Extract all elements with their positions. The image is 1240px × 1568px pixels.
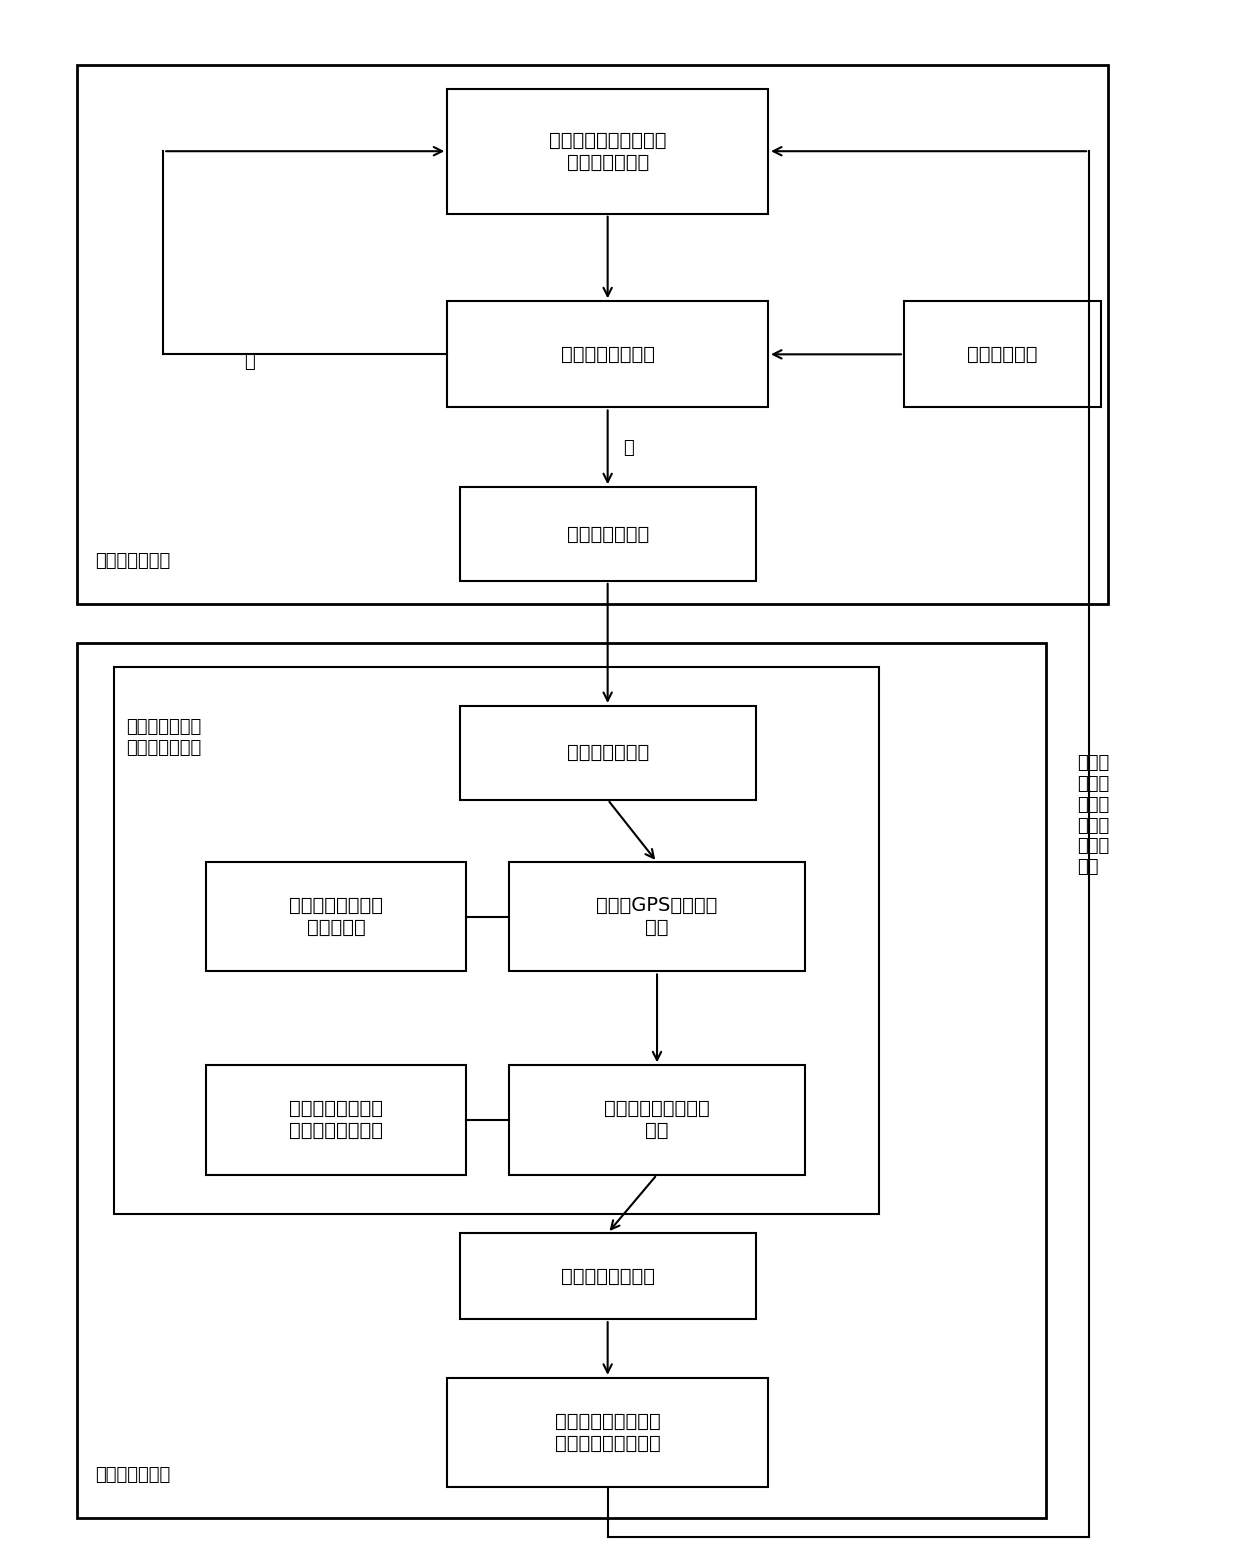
Text: 发射机GPS动态定位
模块: 发射机GPS动态定位 模块: [596, 897, 718, 938]
Text: 实时动态差分法厘
米级粗定位: 实时动态差分法厘 米级粗定位: [289, 897, 383, 938]
Text: 是: 是: [624, 439, 634, 458]
Bar: [508, 862, 805, 972]
Text: 否: 否: [244, 353, 255, 372]
Bar: [460, 706, 756, 800]
Text: 电量检测模块: 电量检测模块: [967, 345, 1038, 364]
Text: 磁场耦合式或磁阻
传感器高精度定位: 磁场耦合式或磁阻 传感器高精度定位: [289, 1099, 383, 1140]
Text: 获得供电无人机各电
压源最优馈电电压值: 获得供电无人机各电 压源最优馈电电压值: [554, 1411, 661, 1454]
Bar: [448, 301, 768, 408]
Bar: [77, 66, 1107, 604]
Text: 充电电压调节模块: 充电电压调节模块: [560, 1267, 655, 1286]
Bar: [460, 1232, 756, 1319]
Text: 电池电量低于阈值: 电池电量低于阈值: [560, 345, 655, 364]
Text: 发射机飞行模块: 发射机飞行模块: [567, 743, 649, 762]
Text: 发射机磁场感应定位
模块: 发射机磁场感应定位 模块: [604, 1099, 711, 1140]
Bar: [77, 643, 1045, 1518]
Bar: [448, 1378, 768, 1486]
Bar: [508, 1065, 805, 1174]
Text: 空中受电（作业）无人
机正常执行任务: 空中受电（作业）无人 机正常执行任务: [549, 130, 666, 172]
Bar: [460, 488, 756, 580]
Bar: [207, 862, 466, 972]
Bar: [207, 1065, 466, 1174]
Text: 接收机通信模块: 接收机通信模块: [567, 525, 649, 544]
Bar: [114, 666, 879, 1214]
Text: 实现供电和受电
无人机精确对准: 实现供电和受电 无人机精确对准: [126, 718, 201, 756]
Bar: [904, 301, 1101, 408]
Text: 以最大
负载获
得功率
对受电
无人机
充电: 以最大 负载获 得功率 对受电 无人机 充电: [1076, 754, 1109, 877]
Text: 接收机控制模块: 接收机控制模块: [95, 552, 171, 569]
Text: 发射机控制模块: 发射机控制模块: [95, 1466, 171, 1483]
Bar: [448, 89, 768, 213]
